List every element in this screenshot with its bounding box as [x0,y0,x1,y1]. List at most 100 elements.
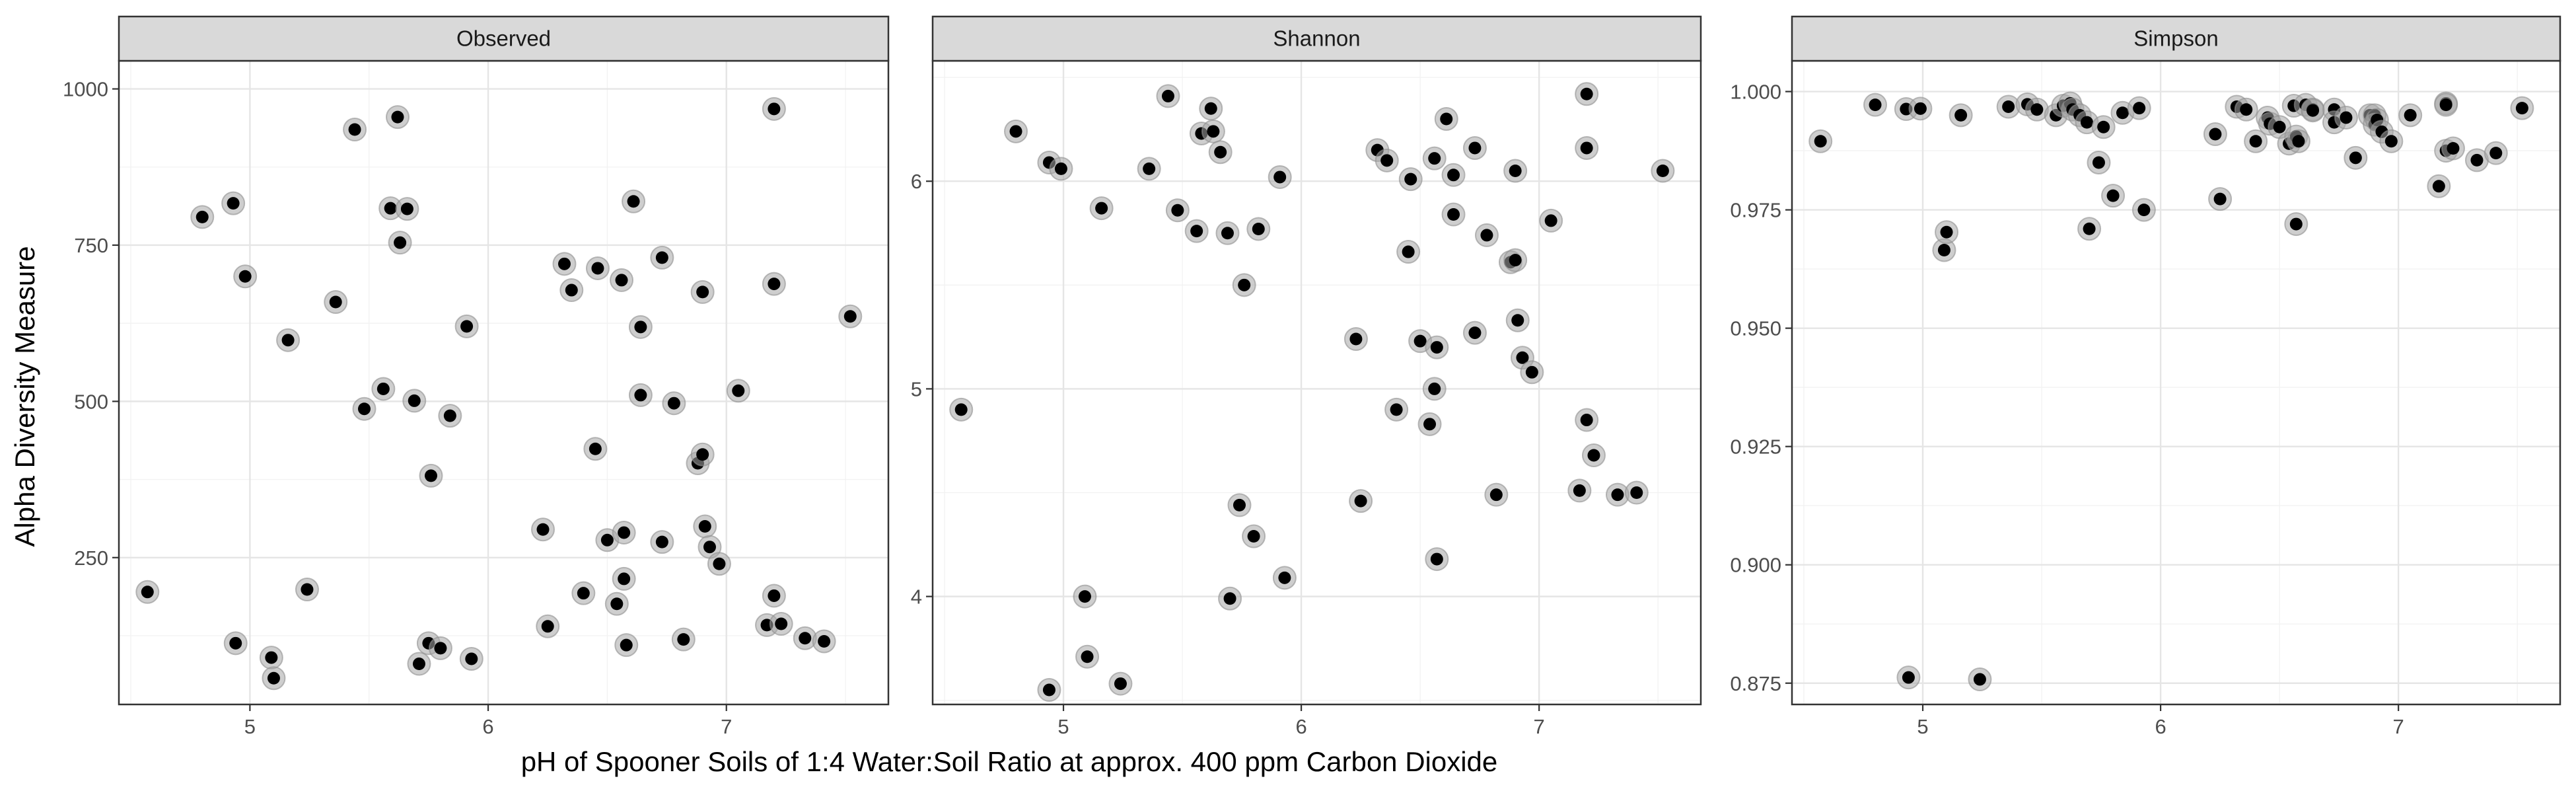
data-point [1511,314,1524,327]
data-point [2292,135,2305,148]
data-point [2092,156,2105,169]
data-point [1273,170,1287,184]
data-point [2447,141,2460,155]
data-point [2097,120,2110,133]
facet-strip-label: Observed [456,26,551,51]
data-point [1247,530,1260,543]
data-point [1078,590,1091,603]
x-tick-label: 7 [2393,715,2404,738]
data-point [696,285,709,299]
data-point [2432,180,2445,193]
data-point [408,394,421,407]
data-point [2106,189,2120,202]
y-tick-label: 0.975 [1730,199,1781,222]
data-point [1171,204,1184,217]
data-point [376,382,390,395]
data-point [1447,208,1460,221]
data-point [227,197,240,210]
data-point [2002,100,2015,113]
data-point [1252,222,1265,235]
data-point [818,634,831,648]
data-point [1814,135,1827,148]
data-point [1349,332,1363,346]
data-point [1440,112,1453,126]
data-point [565,283,578,297]
data-point [2289,217,2303,231]
x-tick-label: 5 [244,715,256,738]
data-point [1973,673,1986,686]
panel-simpson: Simpson 5 6 7 0.875 0.900 0.925 0.950 0.975 1.000 [1730,15,2561,738]
data-point [627,195,640,208]
data-point [2340,111,2353,124]
data-point [1143,162,1156,175]
data-point [667,397,680,410]
y-tick-label: 750 [74,234,108,257]
data-point [348,123,361,136]
data-point [2137,204,2151,217]
data-point [2273,120,2286,133]
data-point [1042,683,1055,697]
data-point [1509,254,1522,267]
data-point [2439,98,2452,112]
data-point [954,403,968,416]
data-point [2384,135,2398,148]
data-point [713,557,726,570]
data-point [2515,102,2528,115]
x-axis-title: pH of Spooner Soils of 1:4 Water:Soil Ra… [521,746,1498,777]
data-point [1573,484,1586,497]
data-point [1204,102,1217,115]
data-point [591,262,604,275]
data-point [703,541,716,554]
data-point [2489,147,2503,160]
data-point [1611,488,1624,502]
y-tick-label: 250 [74,547,108,570]
data-point [1233,498,1246,511]
data-point [1544,214,1557,227]
data-point [1161,89,1174,102]
data-point [2213,192,2227,206]
data-point [615,274,628,287]
facet-strip [931,15,1702,62]
data-point [443,409,456,422]
data-point [732,384,745,397]
data-point [696,448,709,461]
data-point [1954,108,1968,122]
data-point [267,671,280,685]
data-point [1869,98,1882,112]
data-point [2080,116,2093,129]
data-point [1221,227,1234,240]
data-point [698,519,711,533]
data-point [1223,592,1236,605]
x-tick-label: 7 [721,715,732,738]
data-point [1428,382,1441,395]
data-point [1009,125,1022,138]
x-tick-label: 7 [1534,715,1545,738]
data-point [1480,229,1493,242]
data-point [1630,486,1643,500]
data-point [1404,172,1417,186]
data-point [2470,153,2484,167]
x-tick-label: 6 [1295,715,1306,738]
facet-strip-label: Shannon [1273,26,1360,51]
data-point [1054,162,1067,175]
data-point [600,533,614,547]
data-point [1238,278,1251,291]
data-point [1937,243,1950,256]
data-point [1447,169,1460,182]
data-point [1402,245,1415,258]
data-point [465,652,478,665]
data-point [384,202,397,215]
data-point [1489,488,1503,502]
data-point [1114,677,1127,691]
data-point [1095,202,1108,215]
data-point [768,102,781,116]
data-point [1656,165,1669,178]
y-tick-label: 0.925 [1730,435,1781,459]
data-point [2240,103,2253,116]
data-point [1190,225,1203,238]
data-point [618,572,631,585]
data-point [1390,403,1403,416]
x-tick-label: 6 [482,715,493,738]
data-point [768,278,781,291]
